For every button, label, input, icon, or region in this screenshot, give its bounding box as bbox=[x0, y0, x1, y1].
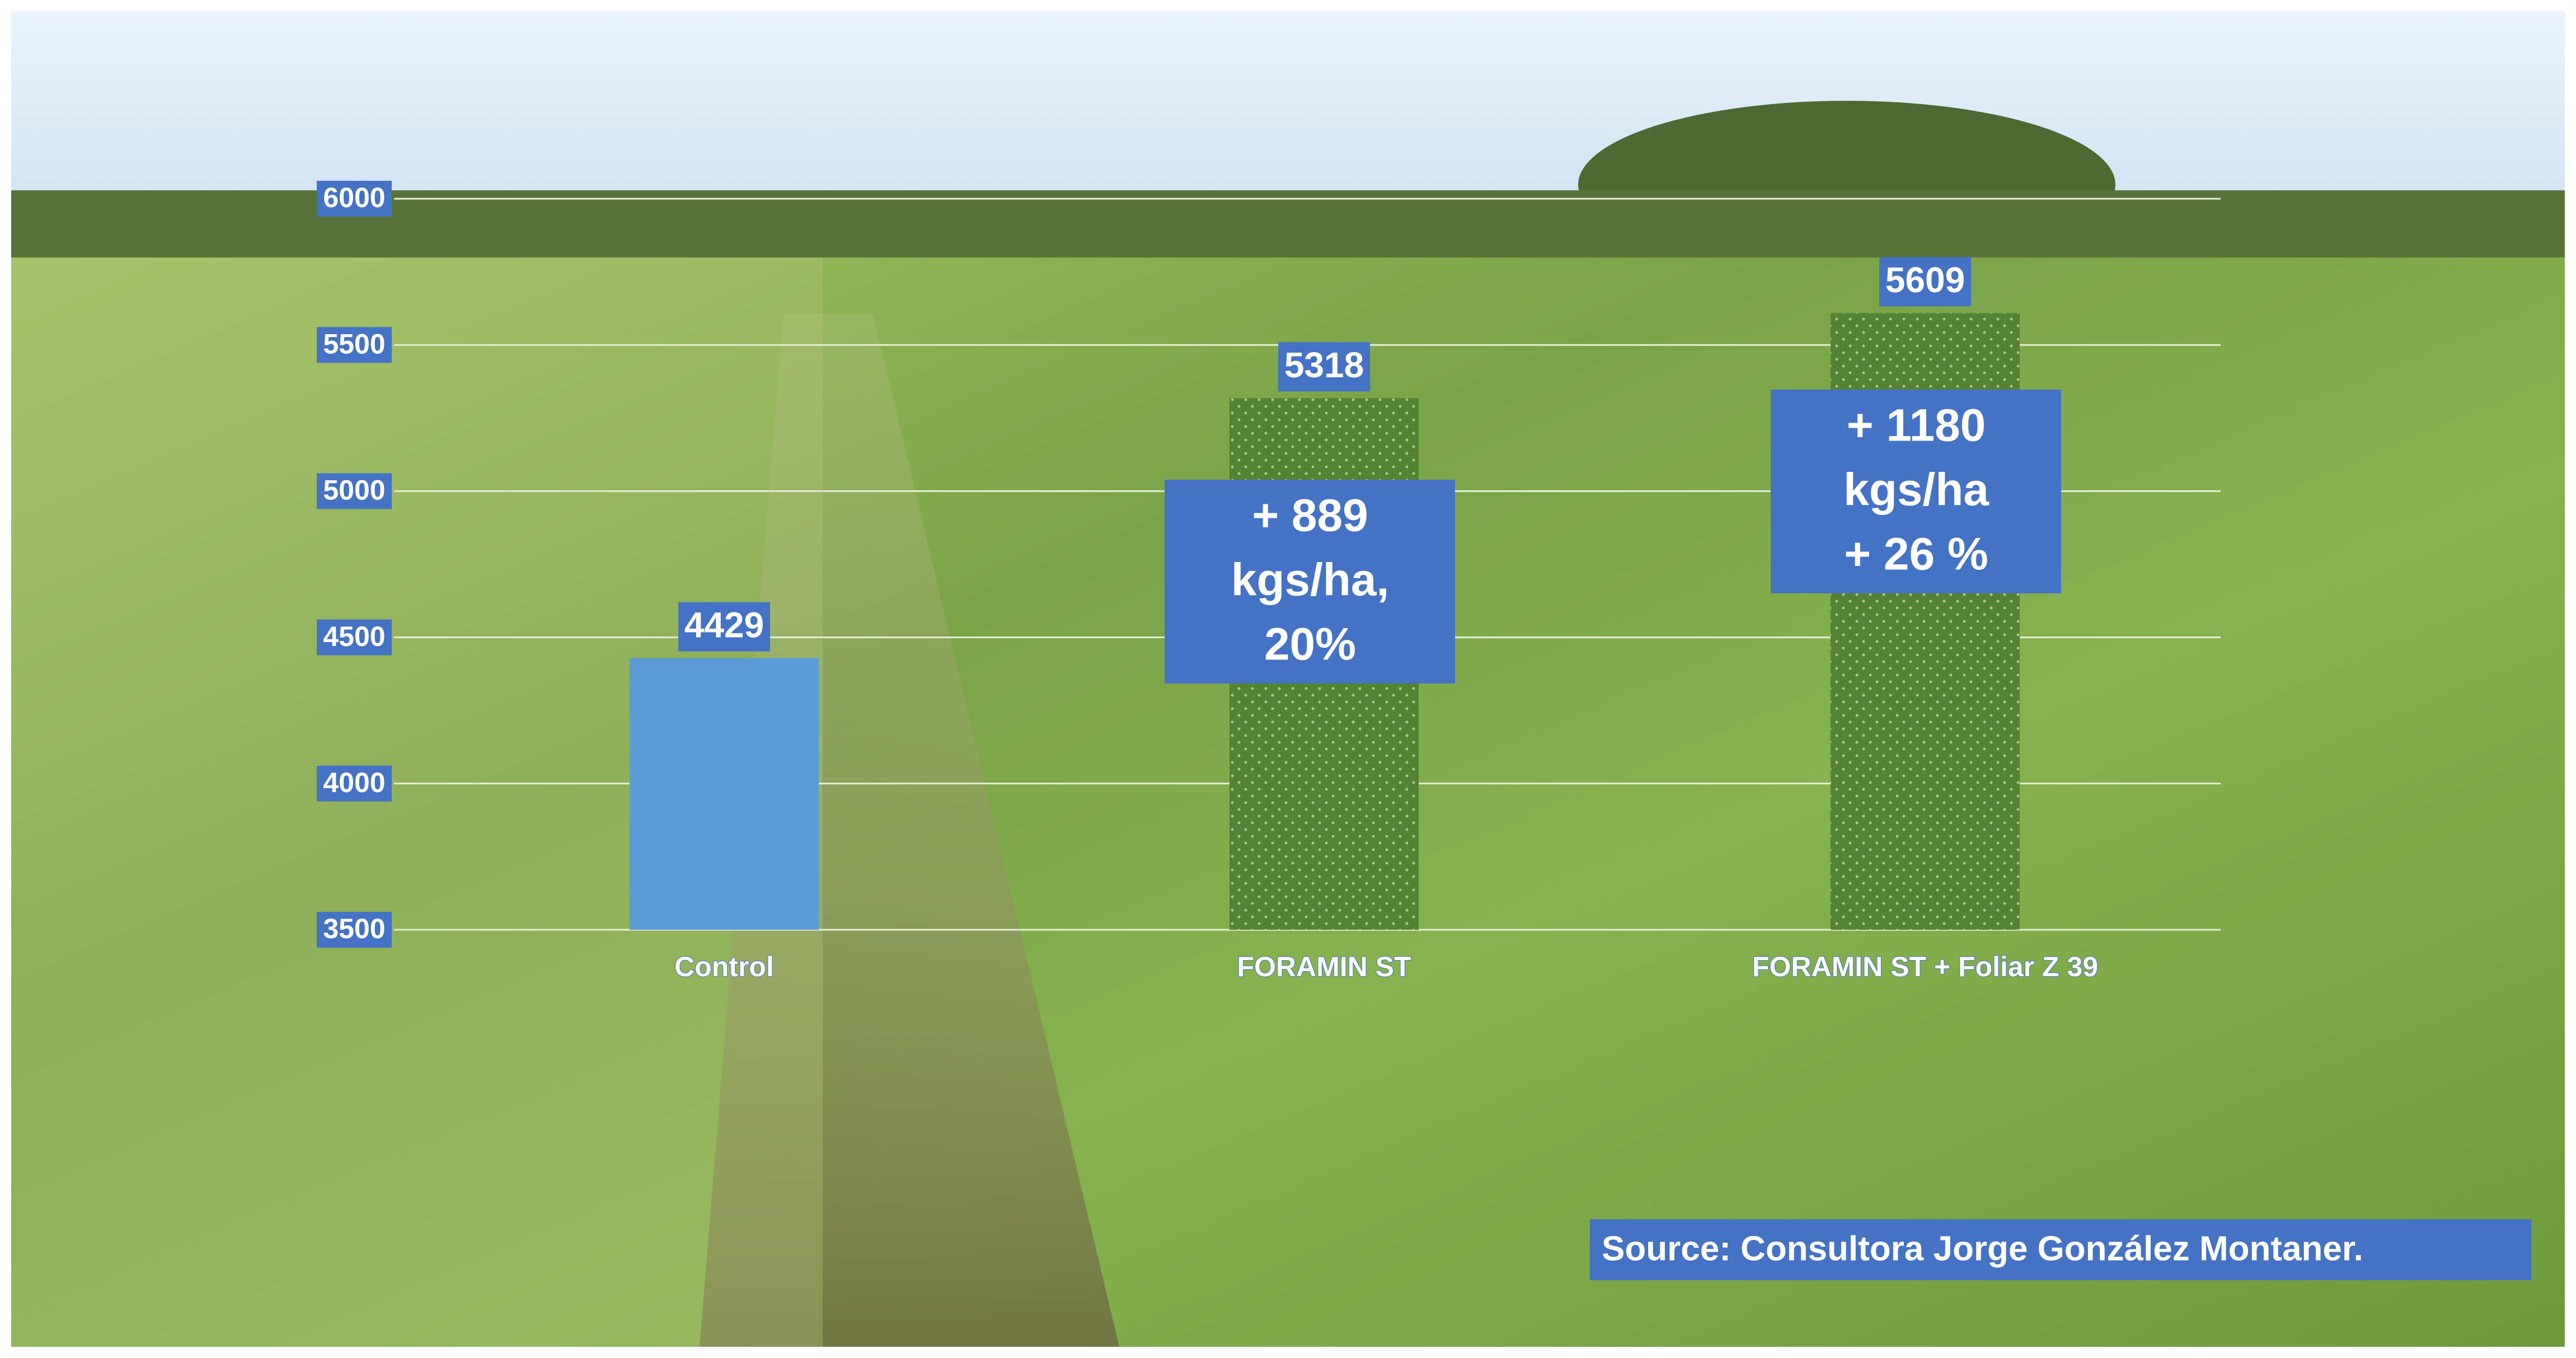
y-tick-label: 4500 bbox=[323, 621, 385, 652]
y-tick-box bbox=[317, 327, 392, 363]
annotation-text: 20% bbox=[1264, 619, 1356, 670]
annotation-text: + 26 % bbox=[1844, 529, 1988, 580]
value-label-box bbox=[1278, 342, 1370, 392]
bar bbox=[630, 658, 819, 930]
y-tick-box bbox=[317, 619, 392, 655]
y-tick-label: 5500 bbox=[323, 328, 385, 359]
y-tick-label: 3500 bbox=[323, 913, 385, 944]
y-tick-label: 4000 bbox=[323, 767, 385, 798]
source-box bbox=[1590, 1219, 2531, 1280]
source-text: Source: Consultora Jorge González Montan… bbox=[1602, 1229, 2363, 1268]
annotation-box bbox=[1771, 390, 2061, 593]
y-tick-box bbox=[317, 473, 392, 509]
y-tick-label: 6000 bbox=[323, 182, 385, 213]
y-tick-box bbox=[317, 765, 392, 802]
y-tick-box bbox=[317, 181, 392, 217]
annotation-text: + 889 bbox=[1252, 490, 1368, 541]
annotation-box bbox=[1165, 480, 1455, 683]
x-tick-label: Control bbox=[674, 951, 774, 982]
crop-row bbox=[700, 313, 1119, 1347]
value-label-box bbox=[1879, 257, 1971, 307]
y-tick-label: 5000 bbox=[323, 475, 385, 506]
value-label: 5318 bbox=[1284, 345, 1364, 385]
value-label: 4429 bbox=[684, 605, 764, 645]
x-tick-label: FORAMIN ST + Foliar Z 39 bbox=[1752, 951, 2098, 982]
annotation-text: + 1180 bbox=[1847, 400, 1986, 451]
x-tick-label: FORAMIN ST bbox=[1237, 951, 1411, 982]
value-label-box bbox=[678, 602, 770, 652]
value-label: 5609 bbox=[1885, 260, 1965, 300]
annotation-text: kgs/ha bbox=[1843, 465, 1990, 516]
annotation-text: kgs/ha, bbox=[1231, 555, 1390, 606]
y-tick-box bbox=[317, 912, 392, 948]
